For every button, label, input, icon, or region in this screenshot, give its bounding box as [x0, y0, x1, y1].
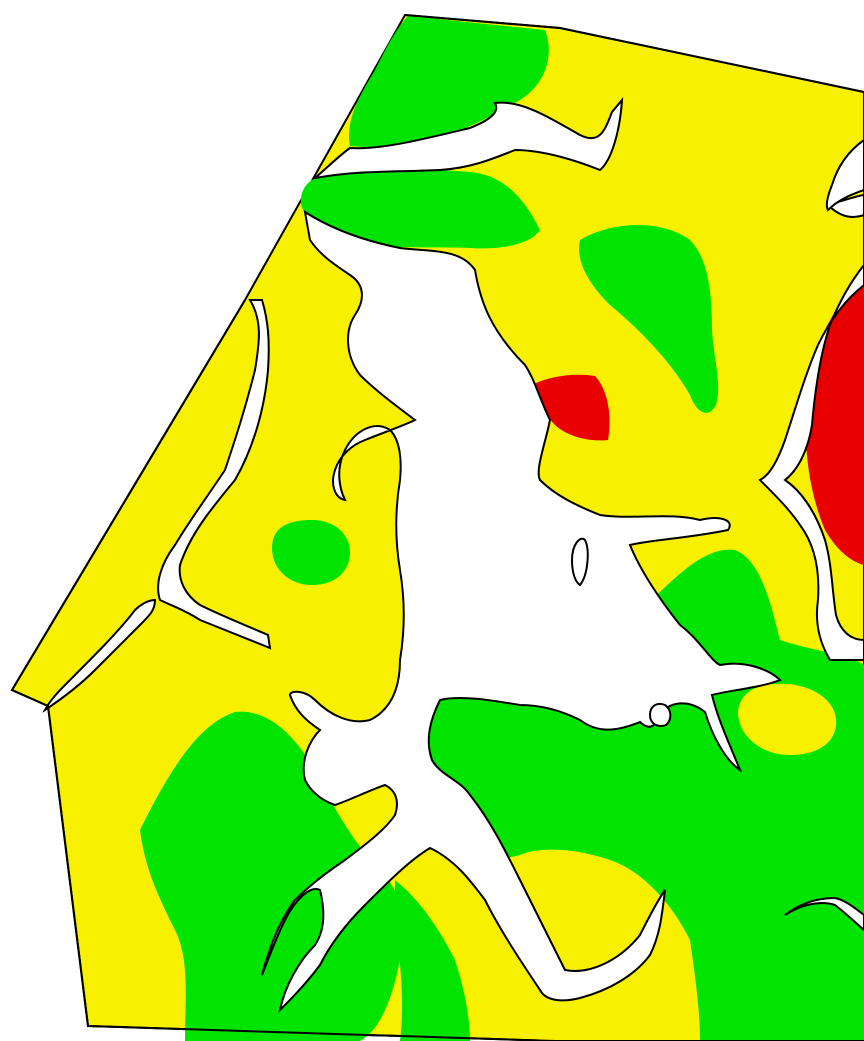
- gap-small-hole: [648, 702, 672, 727]
- gap-left-fork: [42, 598, 157, 713]
- gap-right-channel: [758, 193, 864, 661]
- high-zone-bottom-left: [140, 711, 404, 1041]
- high-zone-circle: [272, 520, 350, 585]
- gap-drop: [570, 537, 589, 587]
- gap-central-valley: [261, 209, 782, 1014]
- high-zone-top-left: [349, 16, 549, 148]
- high-zone-upper-middle: [579, 224, 719, 413]
- gap-right-notch: [825, 92, 864, 212]
- field-outline: [10, 14, 864, 1041]
- high-zone-bottom-middle-strip: [395, 880, 470, 1041]
- gap-top-channel: [311, 96, 624, 180]
- medium-zone-right-island: [738, 683, 837, 755]
- high-zone-bottom-right: [690, 935, 864, 1041]
- low-zone-small: [532, 374, 610, 441]
- gap-left-strip: [157, 299, 272, 650]
- high-zone-upper-left-band: [300, 168, 540, 249]
- gap-bottom-right-spur: [784, 896, 864, 932]
